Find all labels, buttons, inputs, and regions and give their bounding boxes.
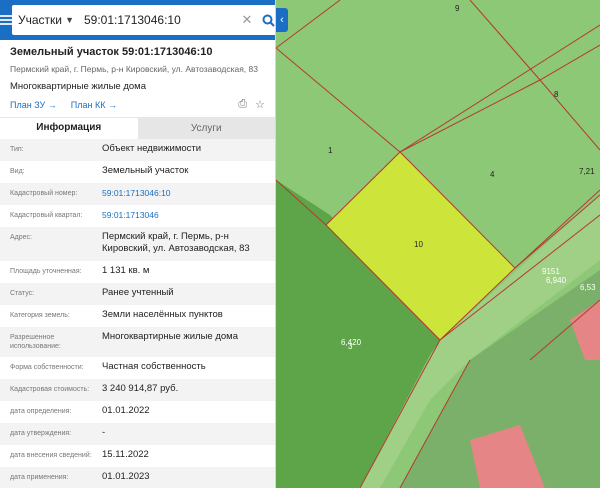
parcel-boundaries	[275, 0, 600, 488]
map-label-10: 10	[414, 240, 423, 249]
info-row-key: Категория земель:	[10, 312, 70, 319]
info-row-key: Площадь уточненная:	[10, 268, 82, 275]
search-box: Участки ▼ ✕	[12, 5, 275, 35]
chevron-down-icon: ▼	[65, 15, 74, 25]
info-row-key: Тип:	[10, 146, 24, 153]
parcel-address-short: Пермский край, г. Пермь, р-н Кировский, …	[10, 64, 258, 74]
info-row-value: Земли населённых пунктов	[102, 309, 223, 320]
info-row-key: Кадастровая стоимость:	[10, 386, 90, 393]
info-row-value: Многоквартирные жилые дома	[102, 331, 238, 342]
info-row: Форма собственности: Частная собственност…	[0, 357, 275, 379]
star-icon[interactable]: ☆	[255, 99, 265, 111]
info-row-value: 15.11.2022	[102, 449, 149, 460]
category-select[interactable]: Участки ▼	[12, 13, 78, 27]
info-row-link[interactable]: 59:01:1713046:10	[102, 188, 171, 198]
info-row-key: дата внесения сведений:	[10, 452, 92, 459]
clear-icon[interactable]: ✕	[241, 12, 253, 27]
parcel-title: Земельный участок 59:01:1713046:10	[10, 46, 213, 58]
search-input[interactable]	[78, 7, 239, 33]
map-label-6-420: 6,420	[341, 338, 362, 347]
info-row-value: Пермский край, г. Пермь, р-н Кировский, …	[102, 231, 250, 254]
map-label-7-21: 7,21	[579, 167, 595, 176]
info-row: Площадь уточненная: 1 131 кв. м	[0, 261, 275, 283]
info-row-value: Земельный участок	[102, 165, 189, 176]
search-bar: Участки ▼ ✕	[0, 0, 275, 40]
tab-services[interactable]: Услуги	[137, 118, 275, 139]
parcel-purpose: Многоквартирные жилые дома	[10, 81, 146, 92]
info-row-value: 3 240 914,87 руб.	[102, 383, 179, 394]
info-row-key: Вид:	[10, 168, 25, 175]
info-row-value: 01.01.2023	[102, 471, 150, 482]
search-icon[interactable]	[255, 14, 275, 27]
info-row-key: дата применения:	[10, 474, 69, 481]
map-label-9151: 9151	[542, 267, 560, 276]
map-label-6-940: 6,940	[546, 276, 567, 285]
info-row: Тип: Объект недвижимости	[0, 139, 275, 161]
info-row-value: -	[102, 427, 106, 438]
info-row-key: Форма собственности:	[10, 364, 84, 371]
building-pink-1	[570, 300, 600, 360]
map-label-1: 1	[328, 146, 333, 155]
info-row-value: Частная собственность	[102, 361, 206, 372]
parcel-block-lower[interactable]	[400, 270, 600, 488]
info-panel: Участки ▼ ✕ Земельный участок 59:01:1713…	[0, 0, 276, 488]
parcel-3[interactable]	[276, 180, 440, 488]
info-row-value: 1 131 кв. м	[102, 265, 150, 276]
print-icon[interactable]: ⎙	[238, 98, 248, 110]
info-row-value: 01.01.2022	[102, 405, 150, 416]
info-row-key: Статус:	[10, 290, 35, 297]
collapse-panel-button[interactable]: ‹	[276, 8, 288, 32]
plan-zu-link[interactable]: План ЗУ →	[10, 99, 57, 110]
info-row-key: Кадастровый квартал:	[10, 212, 83, 219]
info-row: Адрес: Пермский край, г. Пермь, р-н Киров…	[0, 227, 275, 261]
info-row: дата применения: 01.01.2023	[0, 467, 275, 488]
building-pink-2	[470, 425, 545, 488]
info-row: Вид: Земельный участок	[0, 161, 275, 183]
plan-kk-link[interactable]: План КК →	[70, 99, 117, 110]
map-label-3: 3	[348, 342, 353, 351]
info-row: Кадастровый квартал: 59:01:1713046	[0, 205, 275, 227]
info-row: Статус: Ранее учтенный	[0, 283, 275, 305]
map-label-6-53: 6,53	[580, 283, 596, 292]
info-row-key: Адрес:	[10, 234, 32, 241]
info-row-key: Кадастровый номер:	[10, 190, 78, 197]
info-row-key: дата утверждения:	[10, 430, 72, 437]
tab-information[interactable]: Информация	[0, 118, 138, 139]
menu-icon[interactable]	[0, 0, 12, 40]
road-strip	[360, 195, 600, 488]
info-row-link[interactable]: 59:01:1713046	[102, 210, 159, 220]
info-row: Категория земель: Земли населённых пункто…	[0, 305, 275, 327]
info-row: Разрешенное использование: Многоквартирны…	[0, 327, 275, 357]
map-label-8: 8	[554, 90, 559, 99]
info-row: Кадастровая стоимость: 3 240 914,87 руб.	[0, 379, 275, 401]
info-row-key: дата определения:	[10, 408, 72, 415]
info-row-key: Разрешенное использование:	[10, 334, 61, 350]
info-row-value: Объект недвижимости	[102, 143, 202, 154]
category-select-value: Участки	[18, 13, 62, 27]
info-row: дата утверждения: -	[0, 423, 275, 445]
info-row: Кадастровый номер: 59:01:1713046:10	[0, 183, 275, 205]
map-label-9: 9	[455, 4, 460, 13]
map-label-4: 4	[490, 170, 495, 179]
info-row-value: Ранее учтенный	[102, 287, 174, 298]
info-table: Тип: Объект недвижимости Вид: Земельный уча…	[0, 139, 275, 488]
info-row: дата определения: 01.01.2022	[0, 401, 275, 423]
info-row: дата внесения сведений: 15.11.2022	[0, 445, 275, 467]
